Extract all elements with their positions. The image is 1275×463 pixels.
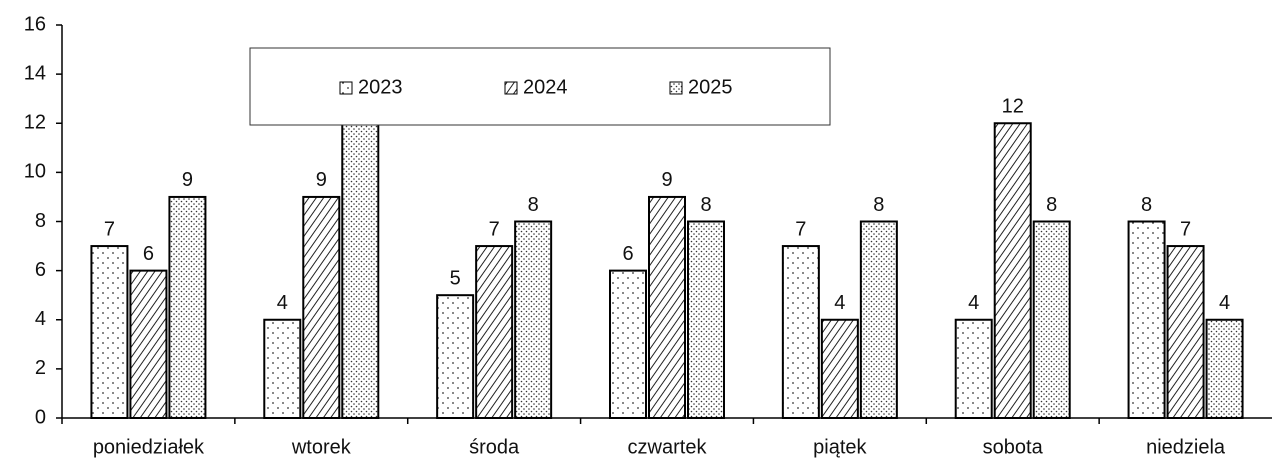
bar — [648, 195, 686, 419]
value-label: 5 — [450, 267, 461, 289]
x-tick-label: piątek — [813, 436, 867, 458]
y-tick-label: 16 — [24, 13, 46, 35]
bar — [514, 220, 553, 419]
value-label: 8 — [873, 194, 884, 216]
bar — [341, 73, 380, 419]
bar — [1205, 318, 1244, 419]
bar — [90, 245, 129, 419]
legend-marker — [339, 81, 353, 95]
x-tick-label: sobota — [983, 436, 1044, 458]
value-label: 9 — [182, 169, 193, 191]
value-label: 4 — [834, 292, 845, 314]
legend-label: 2024 — [523, 76, 568, 98]
legend-marker — [504, 81, 518, 95]
value-label: 9 — [316, 169, 327, 191]
y-tick-label: 2 — [35, 357, 46, 379]
legend-label: 2023 — [358, 76, 403, 98]
bar — [302, 195, 341, 419]
bar — [820, 318, 859, 419]
bar — [263, 318, 302, 419]
x-tick-label: wtorek — [291, 436, 352, 458]
y-tick-label: 12 — [24, 112, 46, 134]
bar — [993, 122, 1032, 419]
value-label: 8 — [700, 194, 711, 216]
value-label: 8 — [1141, 194, 1152, 216]
bar — [687, 220, 725, 419]
y-tick-label: 8 — [35, 210, 46, 232]
value-label: 4 — [1219, 292, 1230, 314]
value-label: 4 — [968, 292, 979, 314]
value-label: 7 — [1180, 218, 1191, 240]
value-label: 12 — [1002, 96, 1024, 118]
x-tick-label: poniedziałek — [93, 436, 205, 458]
value-label: 7 — [104, 218, 115, 240]
bar — [859, 220, 898, 419]
bar — [1032, 220, 1071, 419]
value-label: 6 — [143, 243, 154, 265]
value-label: 7 — [489, 218, 500, 240]
bar — [1166, 245, 1205, 419]
bar — [954, 318, 993, 419]
x-tick-label: środa — [469, 436, 520, 458]
legend-marker — [669, 81, 683, 95]
y-tick-label: 6 — [35, 259, 46, 281]
bar — [1127, 220, 1166, 419]
value-label: 4 — [277, 292, 288, 314]
bar — [781, 245, 820, 419]
bar — [609, 269, 647, 419]
y-tick-label: 10 — [24, 161, 46, 183]
legend-label: 2025 — [688, 76, 733, 98]
value-label: 6 — [622, 243, 633, 265]
bar — [475, 245, 514, 419]
y-tick-label: 4 — [35, 308, 46, 330]
y-tick-label: 0 — [35, 406, 46, 428]
bar — [168, 195, 207, 419]
value-label: 8 — [1046, 194, 1057, 216]
x-tick-label: niedziela — [1146, 436, 1226, 458]
value-label: 8 — [528, 194, 539, 216]
x-tick-label: czwartek — [628, 436, 708, 458]
bar — [436, 294, 475, 419]
value-label: 9 — [661, 169, 672, 191]
y-tick-label: 14 — [24, 62, 46, 84]
value-label: 7 — [795, 218, 806, 240]
bar — [129, 269, 168, 419]
